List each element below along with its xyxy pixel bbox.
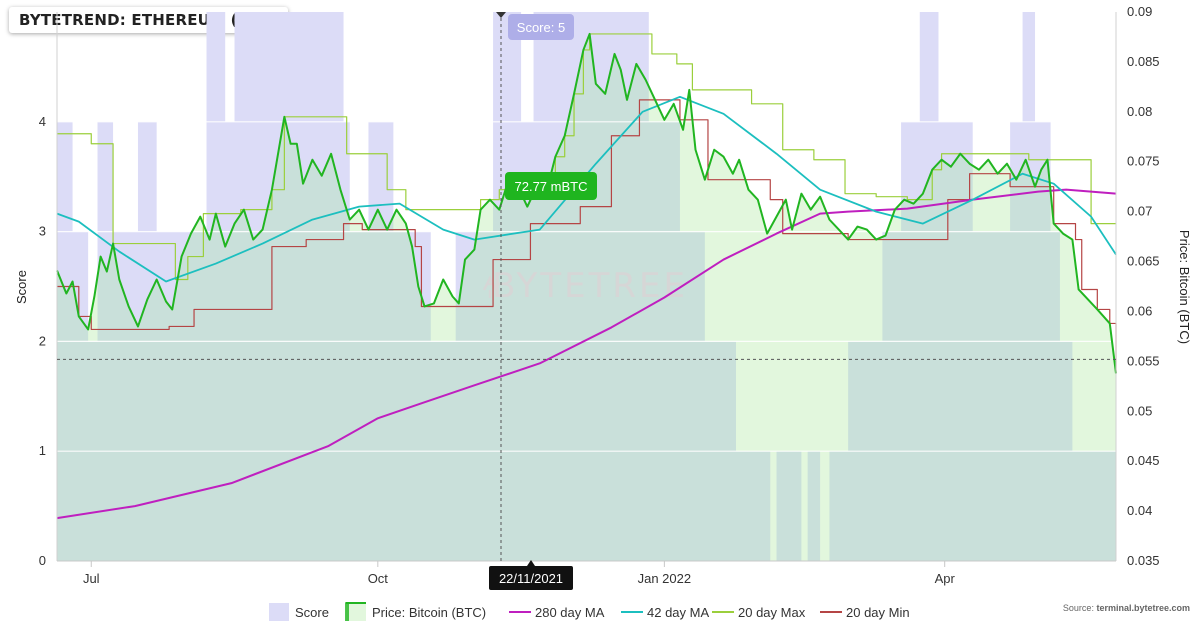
x-tick-label: Apr [935, 571, 956, 586]
source-domain: terminal.bytetree.com [1096, 603, 1190, 613]
y-right-tick-label: 0.055 [1127, 353, 1160, 368]
x-tick-label: Jan 2022 [638, 571, 692, 586]
legend[interactable]: Score Price: Bitcoin (BTC) 280 day MA 42 da… [269, 602, 910, 621]
legend-label-ma280: 280 day MA [535, 605, 605, 620]
crosshair-top-marker [496, 12, 506, 18]
price-tooltip-box [505, 172, 597, 200]
date-label-box [489, 566, 573, 590]
y-right-tick-label: 0.05 [1127, 403, 1152, 418]
y-right-tick-label: 0.07 [1127, 204, 1152, 219]
axes-layer: 0 1 2 3 4 Score 0.035 0.04 0.045 0.05 0.055 0.06 0.0… [14, 4, 1192, 586]
watermark-icon [482, 275, 498, 298]
y-right-axis-title: Price: Bitcoin (BTC) [1177, 230, 1192, 344]
source-prefix: Source: [1063, 603, 1097, 613]
watermark-text: BYTETREE [492, 266, 688, 306]
legend-label-score: Score [295, 605, 329, 620]
y-left-tick-label: 2 [39, 333, 46, 348]
y-right-tick-label: 0.09 [1127, 4, 1152, 19]
y-right-tick-label: 0.035 [1127, 553, 1160, 568]
y-right-tick-label: 0.065 [1127, 254, 1160, 269]
y-left-tick-label: 3 [39, 224, 46, 239]
grid-layer [57, 121, 1116, 452]
legend-label-min20: 20 day Min [846, 605, 910, 620]
price-line [56, 32, 1117, 374]
y-left-tick-label: 4 [39, 114, 46, 129]
legend-label-max20: 20 day Max [738, 605, 806, 620]
y-right-tick-label: 0.04 [1127, 503, 1152, 518]
legend-swatch-score[interactable] [269, 603, 289, 621]
score-tooltip-box [508, 14, 574, 40]
date-label-arrow [527, 560, 535, 566]
y-right-tick-label: 0.085 [1127, 54, 1160, 69]
price-tooltip-label: 72.77 mBTC [515, 179, 588, 194]
ma42-line [56, 95, 1117, 283]
y-left-tick-label: 1 [39, 443, 46, 458]
watermark-layer: BYTETREE [482, 266, 688, 306]
x-tick-label: Oct [368, 571, 389, 586]
score-tooltip-label: Score: 5 [517, 20, 565, 35]
y-right-tick-label: 0.08 [1127, 104, 1152, 119]
x-tick-label: Jul [83, 571, 100, 586]
y-right-tick-label: 0.075 [1127, 154, 1160, 169]
legend-label-ma42: 42 day MA [647, 605, 709, 620]
source-text: Source: terminal.bytetree.com [1063, 603, 1190, 613]
y-right-tick-label: 0.06 [1127, 303, 1152, 318]
source-note: Source: terminal.bytetree.com [1063, 603, 1190, 613]
y-left-axis-title: Score [14, 270, 29, 304]
y-right-tick-label: 0.045 [1127, 453, 1160, 468]
date-label-text: 22/11/2021 [499, 571, 563, 586]
series-lines-layer [56, 32, 1117, 520]
crosshair-layer: Score: 5 72.77 mBTC 22/11/2021 [57, 12, 1116, 590]
legend-swatch-price[interactable] [346, 603, 366, 621]
legend-label-price: Price: Bitcoin (BTC) [372, 605, 486, 620]
y-left-tick-label: 0 [39, 553, 46, 568]
legend-swatch-price-edge [345, 602, 349, 621]
